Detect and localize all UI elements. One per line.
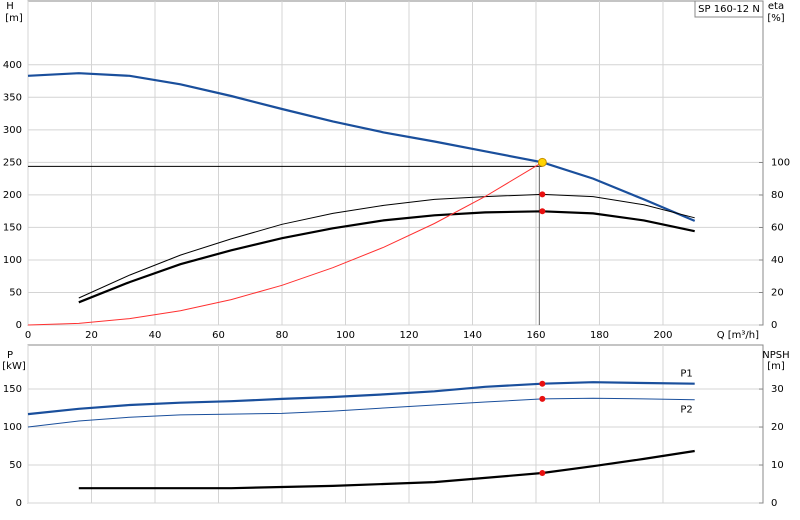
y-axis-unit: [m] [5,13,23,24]
x-tick-label: 120 [399,330,418,341]
x-tick-label: 140 [463,330,482,341]
y2-axis-label: eta [768,1,784,12]
series-line [78,193,695,299]
y-tick-label: 400 [3,60,22,71]
x-tick-label: 0 [25,330,31,341]
series-line [27,397,695,428]
y-tick-label: 0 [16,498,22,509]
y2-tick-label: 30 [771,384,784,395]
y2-tick-label: 20 [771,422,784,433]
y2-axis-unit: [m] [767,361,785,372]
y-axis-unit: [kW] [2,361,26,372]
x-tick-label: 40 [149,330,162,341]
x-axis-label: Q [m³/h] [717,330,759,341]
x-tick-label: 180 [590,330,609,341]
y-tick-label: 350 [3,92,22,103]
y2-tick-label: 100 [771,158,790,169]
y-axis-label: P [7,350,13,361]
y-tick-label: 50 [9,460,22,471]
x-tick-label: 80 [276,330,289,341]
y2-tick-label: 10 [771,460,784,471]
series-line [78,449,695,490]
y2-tick-label: 0 [771,498,777,509]
plot-area [27,344,764,504]
series-label: P2 [680,405,692,416]
x-tick-label: 160 [526,330,545,341]
y2-tick-label: 80 [771,190,784,201]
marker [537,157,547,167]
y-tick-label: 0 [16,320,22,331]
x-tick-label: 60 [212,330,225,341]
y2-axis-label: NPSH [762,350,789,361]
series-line [27,381,695,416]
marker [539,469,546,476]
series-label: P1 [680,369,692,380]
y-axis-label: H [6,1,14,12]
y2-tick-label: 0 [771,320,777,331]
marker [539,208,546,215]
y-tick-label: 200 [3,190,22,201]
y-tick-label: 250 [3,157,22,168]
series-line [27,72,696,222]
y-tick-label: 50 [9,287,22,298]
y2-tick-label: 40 [771,255,784,266]
y2-tick-label: 60 [771,223,784,234]
marker [539,191,546,198]
marker [539,395,546,402]
y-tick-label: 300 [3,125,22,136]
x-tick-label: 100 [336,330,355,341]
x-tick-label: 200 [653,330,672,341]
y-tick-label: 100 [3,255,22,266]
y-tick-label: 150 [3,222,22,233]
label-box [694,0,764,18]
marker [539,380,546,387]
label: SP 160-12 N [698,4,760,15]
y2-axis-unit: [%] [767,13,784,24]
series-line [78,210,695,304]
y2-tick-label: 20 [771,288,784,299]
series-line [27,161,543,326]
y-tick-label: 150 [3,384,22,395]
x-tick-label: 20 [85,330,98,341]
y-tick-label: 100 [3,422,22,433]
plot-area [27,0,764,326]
